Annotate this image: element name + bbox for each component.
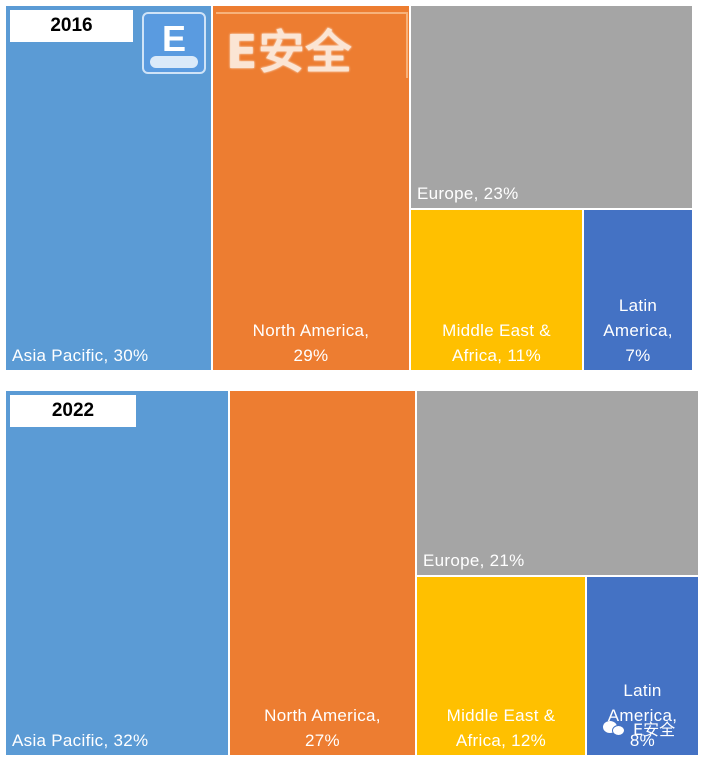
tile-latin-america: Latin America, 7%: [584, 210, 692, 370]
tile-europe: Europe, 23%: [411, 6, 692, 208]
tile-north-america: North America, 27%: [230, 391, 415, 755]
tile-north-america: North America, 29%: [213, 6, 409, 370]
tile-label-north-america: North America, 27%: [264, 706, 381, 750]
tile-label-europe: Europe, 23%: [417, 184, 519, 203]
tile-middle-east-africa: Middle East & Africa, 12%: [417, 577, 585, 755]
logo-wordmark: E安全: [226, 25, 353, 79]
tile-label-middle-east-africa: Middle East & Africa, 11%: [442, 321, 551, 365]
tile-label-asia-pacific: Asia Pacific, 32%: [12, 731, 149, 750]
treemap-2022: Asia Pacific, 32% North America, 27% Europ…: [6, 391, 698, 755]
year-label-2022: 2022: [10, 395, 136, 427]
wechat-account-name: E安全: [633, 720, 676, 739]
wechat-watermark: E安全: [603, 716, 675, 740]
logo-letter: E: [161, 18, 186, 59]
tile-europe: Europe, 21%: [417, 391, 698, 575]
tile-label-asia-pacific: Asia Pacific, 30%: [12, 346, 149, 365]
tile-label-middle-east-africa: Middle East & Africa, 12%: [446, 706, 556, 750]
tile-label-europe: Europe, 21%: [423, 551, 525, 570]
logo-cloud-icon: [150, 56, 198, 68]
tile-middle-east-africa: Middle East & Africa, 11%: [411, 210, 582, 370]
e-security-logo-text: E安全: [216, 12, 408, 79]
tile-label-latin-america: Latin America, 8%: [607, 681, 678, 750]
e-security-logo-icon: E: [142, 12, 206, 74]
year-label-2016: 2016: [10, 10, 133, 42]
tile-label-latin-america: Latin America, 7%: [603, 296, 673, 365]
tile-label-north-america: North America, 29%: [252, 321, 370, 365]
wechat-icon: [603, 719, 627, 737]
tile-asia-pacific: Asia Pacific, 32%: [6, 391, 228, 755]
